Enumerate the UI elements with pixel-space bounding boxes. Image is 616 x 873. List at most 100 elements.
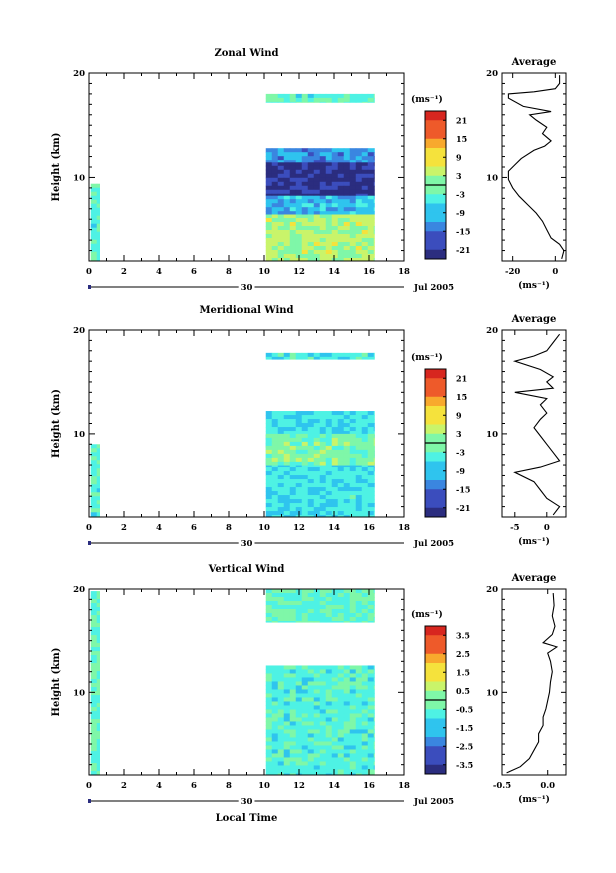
data-cell [355,705,363,710]
data-cell [367,181,375,187]
data-cell [337,214,345,219]
data-cell [319,467,327,472]
data-cell [307,721,315,726]
data-cell [90,759,98,764]
data-cell [319,685,327,690]
data-cell [301,733,309,738]
data-cell [301,737,309,742]
data-cell [96,675,100,680]
data-cell [361,693,369,698]
x-tick-label: 0 [86,781,92,791]
data-cell [319,181,327,187]
data-cell [343,681,351,686]
data-cell [271,177,279,183]
data-cell [265,148,273,153]
data-cell [343,427,351,432]
data-cell [265,669,273,674]
data-cell [349,475,357,480]
data-cell [349,254,357,259]
data-cell [96,484,100,489]
data-cell [343,705,351,710]
data-cell [331,673,339,678]
data-cell [96,667,100,672]
data-cell [307,97,315,103]
data-cell [325,189,333,195]
data-cell [355,250,363,255]
data-cell [361,97,369,103]
data-cell [295,457,303,463]
data-cell [355,433,363,439]
data-cell [313,234,321,239]
data-cell [325,483,333,488]
colorbar-tick-label: -15 [456,226,470,236]
data-cell [295,597,303,602]
data-cell [313,769,321,774]
data-cell [295,148,303,153]
data-cell [337,499,345,504]
date-marker [88,799,91,803]
data-cell [331,773,339,776]
data-cell [367,609,375,614]
data-cell [295,214,303,219]
data-cell [283,415,291,420]
data-cell [307,471,315,476]
data-cell [331,689,339,694]
data-cell [337,669,345,674]
data-cell [301,177,309,183]
data-cell [307,487,315,492]
data-cell [355,721,363,726]
data-cell [319,773,327,776]
data-cell [90,603,98,608]
data-cell [367,749,375,754]
data-cell [90,719,98,724]
data-cell [331,697,339,702]
data-cell [283,199,291,204]
data-cell [265,721,273,726]
data-cell [96,755,100,760]
data-cell [90,255,98,261]
data-cell [307,745,315,750]
x-tick-label: 16 [363,781,375,791]
data-cell [265,745,273,750]
data-cell [289,665,297,670]
data-cell [319,160,327,163]
data-cell [319,693,327,698]
data-cell [277,725,285,730]
data-cell [355,677,363,682]
data-cell [331,254,339,259]
data-cell [343,207,351,212]
data-cell [373,97,375,103]
data-cell [301,717,309,722]
data-cell [283,721,291,726]
data-cell [343,211,351,215]
data-cell [355,352,363,358]
data-cell [289,749,297,754]
data-cell [289,453,297,459]
data-cell [289,173,297,179]
data-cell [367,177,375,183]
data-cell [343,689,351,694]
data-cell [96,448,100,453]
average-profile-line [506,593,559,774]
data-cell [307,433,315,439]
data-cell [301,499,309,504]
data-cell [331,709,339,714]
data-cell [325,152,333,157]
data-cell [331,701,339,706]
data-cell [295,483,303,488]
data-cell [307,242,315,247]
data-cell [265,677,273,682]
colorbar-segment [425,452,446,462]
data-cell [90,183,98,189]
data-cell [307,230,315,235]
data-cell [361,199,369,204]
data-cell [271,697,279,702]
data-cell [355,617,363,622]
data-cell [325,230,333,235]
data-cell [301,597,309,602]
data-cell [367,160,375,163]
data-cell [271,689,279,694]
colorbar-unit: (ms⁻¹) [411,352,443,363]
data-cell [343,725,351,730]
